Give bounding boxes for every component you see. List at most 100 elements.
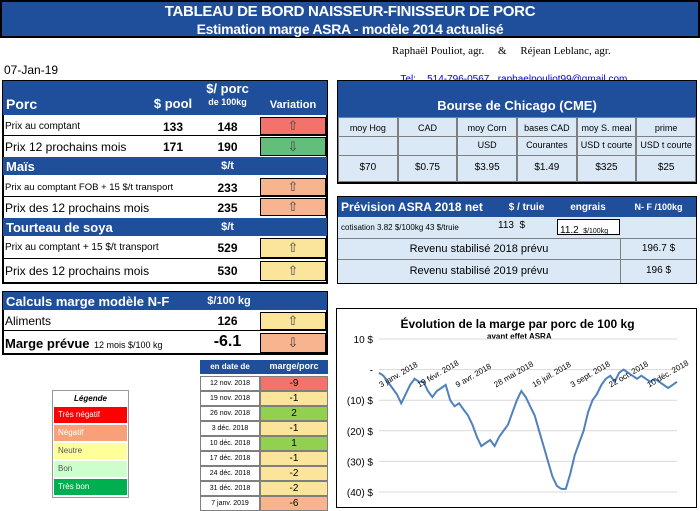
- soya-row-12m-value: 530: [217, 264, 238, 278]
- title-line1: TABLEAU DE BORD NAISSEUR-FINISSEUR DE PO…: [164, 3, 536, 20]
- porc-row-12m: Prix 12 prochains mois 171 190 ⇩: [3, 137, 327, 157]
- chicago-col-value: $0.75: [397, 155, 458, 182]
- chicago-title: Bourse de Chicago (CME): [338, 81, 696, 117]
- asra-cotisation-row: cotisation 3.82 $/100kg 43 $/truie 113 $…: [338, 217, 621, 239]
- porc-header: Porc: [3, 81, 150, 115]
- asra-rev2018-value: 196.7 $: [621, 239, 696, 260]
- legend-item: Très bon: [54, 479, 127, 495]
- asra-engrais-value: 11.2: [560, 225, 579, 236]
- marge-sub: 12 mois $/100 kg: [94, 340, 163, 350]
- chart-plot: 10 $ - (10) $ (20) $ (30) $ (40) $ 3 janv. 201…: [347, 335, 691, 499]
- history-date: 24 déc. 2018: [200, 466, 260, 481]
- legend-item: Neutre: [54, 443, 127, 459]
- calculs-unit: $/100 kg: [199, 292, 259, 310]
- marge-row: Marge prévue 12 mois $/100 kg -6.1 ⇩: [3, 332, 327, 354]
- history-date: 17 déc. 2018: [200, 451, 260, 466]
- mais-row-spot-arrow-up-icon: ⇧: [260, 178, 326, 196]
- asra-rev2018-label: Revenu stabilisé 2018 prévu: [338, 239, 621, 260]
- marge-label-group: Marge prévue 12 mois $/100 kg: [5, 335, 163, 353]
- history-value: 1: [260, 436, 328, 451]
- legend-title: Légende: [74, 394, 107, 403]
- soya-row-12m-arrow-up-icon: ⇧: [260, 261, 326, 281]
- chicago-col-value: $70: [338, 155, 398, 182]
- history-date: 19 nov. 2018: [200, 391, 260, 406]
- aliments-value: 126: [217, 314, 238, 328]
- chart-y-tick: (40) $: [347, 488, 374, 499]
- marge-arrow-down-icon: ⇩: [260, 333, 326, 353]
- legend-item: Bon: [54, 461, 127, 477]
- chicago-col-value: $1.49: [517, 155, 577, 182]
- chicago-col-value: $325: [576, 155, 637, 182]
- asra-rev2019-value: 196 $: [621, 260, 696, 283]
- marge-label: Marge prévue: [5, 336, 90, 351]
- asra-col-nf: N- F /100kg: [621, 197, 696, 217]
- porc-col-pool: $ pool: [150, 81, 196, 115]
- soya-row-spot-label: Prix au comptant + 15 $/t transport: [5, 242, 159, 253]
- chicago-col-value: $3.95: [457, 155, 517, 182]
- calculs-header: Calculs marge modèle N-F: [3, 292, 199, 310]
- history-table: en date de marge/porc 12 nov. 2018 -9 19 n…: [200, 360, 328, 511]
- porc-col-per: $/ porc de 100kg: [196, 81, 259, 115]
- marge-value: -6.1: [213, 333, 242, 350]
- history-value: -9: [260, 376, 328, 391]
- soya-row-spot: Prix au comptant + 15 $/t transport 529 …: [3, 237, 327, 259]
- chart-series-line: [378, 368, 678, 490]
- chicago-col-header: CAD: [397, 117, 458, 137]
- porc-col-per-label: $/ porc: [206, 81, 249, 96]
- mais-row-12m-label: Prix des 12 prochains mois: [5, 201, 150, 215]
- asra-rev2019-label: Revenu stabilisé 2019 prévu: [338, 260, 621, 283]
- asra-col-engrais: engrais: [555, 197, 621, 217]
- porc-row-12m-label: Prix 12 prochains mois: [5, 140, 127, 154]
- history-date: 10 déc. 2018: [200, 436, 260, 451]
- chicago-col-sub: USD: [457, 137, 517, 155]
- chicago-col-header: prime: [636, 117, 696, 137]
- mais-header: Maïs: [3, 157, 196, 175]
- chart-subtitle: avant effet ASRA: [487, 332, 552, 341]
- email-link[interactable]: raphaelpouliot99@gmail.com: [497, 74, 628, 85]
- chart-y-tick: (30) $: [347, 457, 374, 468]
- porc-col-variation: Variation: [259, 81, 327, 115]
- chart-x-tick: 10 déc. 2018: [646, 358, 691, 389]
- chicago-col-header: bases CAD: [517, 117, 577, 137]
- asra-engrais-box: 11.2 $/100kg: [557, 219, 620, 236]
- asra-truie-value: 113: [498, 220, 514, 231]
- legend-item: Négatif: [54, 425, 127, 441]
- dashboard-title: TABLEAU DE BORD NAISSEUR-FINISSEUR DE PO…: [0, 0, 700, 38]
- history-value: -1: [260, 451, 328, 466]
- chart-y-tick: -: [370, 366, 373, 377]
- asra-engrais-unit: $/100kg: [583, 228, 609, 235]
- phone-link[interactable]: 514-796-0567: [427, 74, 490, 85]
- report-date: 07-Jan-19: [4, 63, 59, 77]
- asra-cotisation-label: cotisation 3.82 $/100kg 43 $/truie: [341, 223, 459, 232]
- mais-row-12m-value: 235: [217, 201, 238, 215]
- porc-row-spot: Prix au comptant 133 148 ⇧: [3, 117, 327, 136]
- chicago-col-header: moy S. meal: [576, 117, 637, 137]
- asra-nf-blank: [621, 217, 696, 239]
- porc-row-spot-per: 148: [217, 120, 238, 134]
- chart-x-tick: 22 oct. 2018: [607, 359, 650, 389]
- porc-row-spot-label: Prix au comptant: [5, 121, 81, 132]
- mais-row-spot-label: Prix au comptant FOB + 15 $/t transport: [5, 182, 174, 193]
- chicago-col-sub: [338, 137, 398, 155]
- chart-title: Évolution de la marge par porc de 100 kg: [400, 317, 635, 331]
- chart-y-tick: (20) $: [347, 427, 374, 438]
- mais-row-spot: Prix au comptant FOB + 15 $/t transport …: [3, 177, 327, 197]
- porc-row-12m-arrow-down-icon: ⇩: [260, 137, 326, 156]
- chart-y-tick: 10 $: [354, 335, 374, 346]
- asra-col-truie: $ / truie: [498, 197, 555, 217]
- aliments-row: Aliments 126 ⇧: [3, 311, 327, 331]
- legend-box: Légende Très négatif Négatif Neutre Bon Très…: [52, 390, 129, 498]
- history-col-date: en date de: [200, 360, 260, 374]
- mais-row-12m: Prix des 12 prochains mois 235 ⇧: [3, 198, 327, 217]
- asra-title: Prévision ASRA 2018 net: [338, 197, 498, 217]
- soya-row-spot-value: 529: [217, 241, 238, 255]
- history-value: -2: [260, 481, 328, 496]
- contact-line[interactable]: Tel: 514-796-0567 raphaelpouliot99@gmail…: [395, 63, 627, 85]
- chart-x-tick: 3 sept. 2018: [569, 359, 612, 389]
- history-value: -1: [260, 391, 328, 406]
- porc-row-12m-pool: 171: [162, 140, 184, 154]
- calculs-header-fill: [259, 292, 327, 310]
- chicago-col-sub: USD t courte: [636, 137, 696, 155]
- aliments-arrow-up-icon: ⇧: [260, 312, 326, 330]
- title-line2: Estimation marge ASRA - modèle 2014 actu…: [196, 21, 504, 37]
